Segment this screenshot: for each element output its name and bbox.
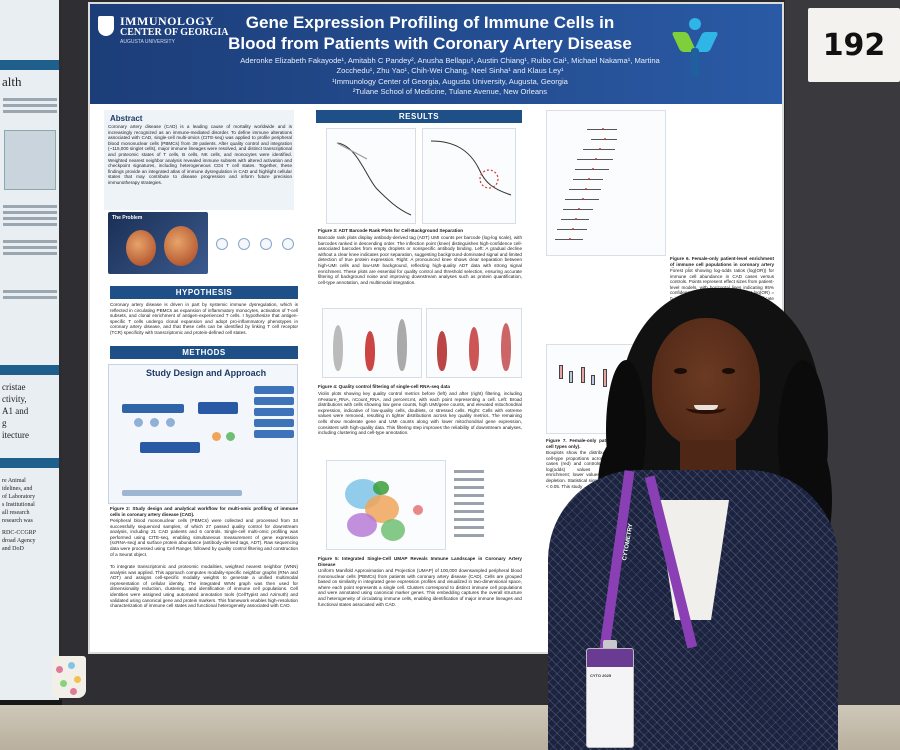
fig2-caption: Figure 2: Study design and analytical wo…: [110, 506, 298, 517]
umap-legend-item: [454, 502, 484, 505]
neighbor-band: [0, 458, 59, 468]
abstract-box: [104, 110, 294, 210]
poster-header: IMMUNOLOGY CENTER OF GEORGIA AUGUSTA UNI…: [90, 4, 782, 104]
badge-clip: [603, 640, 617, 650]
neighbor-text-fragment: alth: [2, 74, 22, 89]
fig4-caption: Figure 4: Quality control filtering of s…: [318, 384, 450, 389]
conference-badge: CYTO 2025: [586, 648, 634, 748]
barcode-rank-plot-left: [326, 128, 416, 224]
neighbor-figure: [4, 130, 56, 190]
umap-plot: [326, 460, 446, 550]
workflow-node: [212, 432, 221, 441]
workflow-step: [254, 408, 294, 416]
neighbor-text-fragment: of Laboratory: [2, 494, 36, 500]
barcode-rank-curve: [430, 140, 512, 196]
immunology-center-logo: IMMUNOLOGY CENTER OF GEORGIA AUGUSTA UNI…: [98, 14, 229, 45]
fig5-text: Uniform Manifold Approximation and Proje…: [318, 568, 522, 607]
workflow-bar: [122, 404, 184, 413]
shield-icon: [98, 16, 114, 36]
workflow-step: [254, 430, 294, 438]
neighbor-text-fragment: all research: [2, 510, 30, 516]
poster-affiliations: ¹Immunology Center of Georgia, Augusta U…: [240, 77, 660, 97]
problem-illustration: The Problem: [108, 212, 208, 274]
presenter-face: [652, 318, 760, 448]
wnn-text: To integrate transcriptomic and proteomi…: [110, 564, 298, 609]
poster-authors: Aderonke Elizabeth Fakayode¹, Amitabh C …: [240, 56, 660, 75]
umap-legend-item: [454, 526, 484, 529]
workflow-node: [150, 418, 159, 427]
umap-legend-item: [454, 470, 484, 473]
neighbor-text-fragment: itecture: [2, 430, 29, 440]
neighbor-text-fragment: RDC-CCGRP: [2, 530, 37, 536]
fig7-text: Boxplots show the distribution of cell-t…: [546, 450, 618, 489]
abstract-text: Coronary artery disease (CAD) is a leadi…: [108, 124, 292, 185]
fig4-text: Violin plots showing key quality control…: [318, 391, 522, 436]
study-design-title: Study Design and Approach: [146, 368, 267, 378]
neighbor-band: [0, 365, 59, 375]
neighbor-band: [0, 60, 59, 70]
workflow-step: [254, 386, 294, 394]
umap-legend-item: [454, 478, 484, 481]
fig6-caption: Figure 6. Female-only patient-level enri…: [670, 256, 774, 268]
workflow-bar: [122, 490, 242, 496]
barcode-rank-plot-right: [422, 128, 516, 224]
methods-heading: METHODS: [110, 346, 298, 359]
paper-cup: [52, 656, 86, 698]
board-number: 192: [822, 27, 886, 63]
fig2-text: Peripheral blood mononuclear cells (PBMC…: [110, 518, 298, 557]
teeth: [694, 405, 718, 410]
logo-text: AUGUSTA UNIVERSITY: [120, 39, 175, 45]
workflow-bar: [140, 442, 200, 453]
umap-legend-item: [454, 510, 484, 513]
results-heading: RESULTS: [316, 110, 522, 123]
neighbor-text-fragment: g: [2, 418, 7, 428]
neighbor-text-fragment: re Animal: [2, 478, 26, 484]
person-figure-logo-icon: [671, 18, 719, 80]
research-poster: IMMUNOLOGY CENTER OF GEORGIA AUGUSTA UNI…: [90, 4, 782, 652]
abstract-heading: Abstract: [110, 114, 143, 123]
workflow-bar: [198, 402, 238, 414]
logo-text: CENTER OF GEORGIA: [120, 27, 229, 38]
neighbor-text-fragment: idelines, and: [2, 486, 33, 492]
badge-text: CYTO 2025: [590, 673, 612, 678]
neighbor-text-fragment: s Institutional: [2, 502, 35, 508]
fig5-caption: Figure 5: Integrated Single-Cell UMAP Re…: [318, 556, 522, 567]
umap-legend-item: [454, 494, 484, 497]
qc-violin-plots-before: [322, 308, 422, 378]
barcode-rank-curve: [336, 142, 412, 216]
umap-legend-item: [454, 534, 484, 537]
fig3-caption: Figure 3: ADT Barcode Rank Plots for Cel…: [318, 228, 464, 233]
hypothesis-heading: HYPOTHESIS: [110, 286, 298, 299]
workflow-node: [166, 418, 175, 427]
poster-board-frame: [62, 0, 90, 705]
neighbor-text-fragment: A1 and: [2, 406, 29, 416]
neighbor-text-fragment: ctivity,: [2, 394, 27, 404]
fig3-text: Barcode rank plots display antibody-deri…: [318, 235, 522, 285]
workflow-step: [254, 419, 294, 427]
eye: [674, 368, 687, 374]
neighbor-text-fragment: droad Agency: [2, 538, 36, 544]
problem-label: The Problem: [112, 215, 143, 221]
workflow-node: [134, 418, 143, 427]
smile: [686, 402, 726, 414]
neighbor-poster-left: alth cristae ctivity, A1 and g itecture …: [0, 0, 62, 700]
affiliation-1: ¹Immunology Center of Georgia, Augusta U…: [332, 77, 568, 86]
neighbor-text-fragment: research was: [2, 518, 33, 524]
problem-steps-graphic: [212, 218, 298, 270]
workflow-step: [254, 397, 294, 405]
umap-legend-item: [454, 486, 484, 489]
neighbor-text-fragment: cristae: [2, 382, 26, 392]
forest-plot: [546, 110, 666, 256]
affiliation-2: ²Tulane School of Medicine, Tulane Avenu…: [352, 87, 548, 96]
qc-violin-plots-after: [426, 308, 522, 378]
neighbor-text-fragment: and DoD: [2, 546, 24, 552]
board-number-card: 192: [808, 8, 900, 82]
eye: [722, 368, 735, 374]
umap-legend-item: [454, 518, 484, 521]
logo-text: IMMUNOLOGY: [120, 14, 215, 28]
poster-title: Gene Expression Profiling of Immune Cell…: [228, 13, 632, 53]
hypothesis-text: Coronary artery disease is driven in par…: [110, 302, 298, 335]
workflow-node: [226, 432, 235, 441]
